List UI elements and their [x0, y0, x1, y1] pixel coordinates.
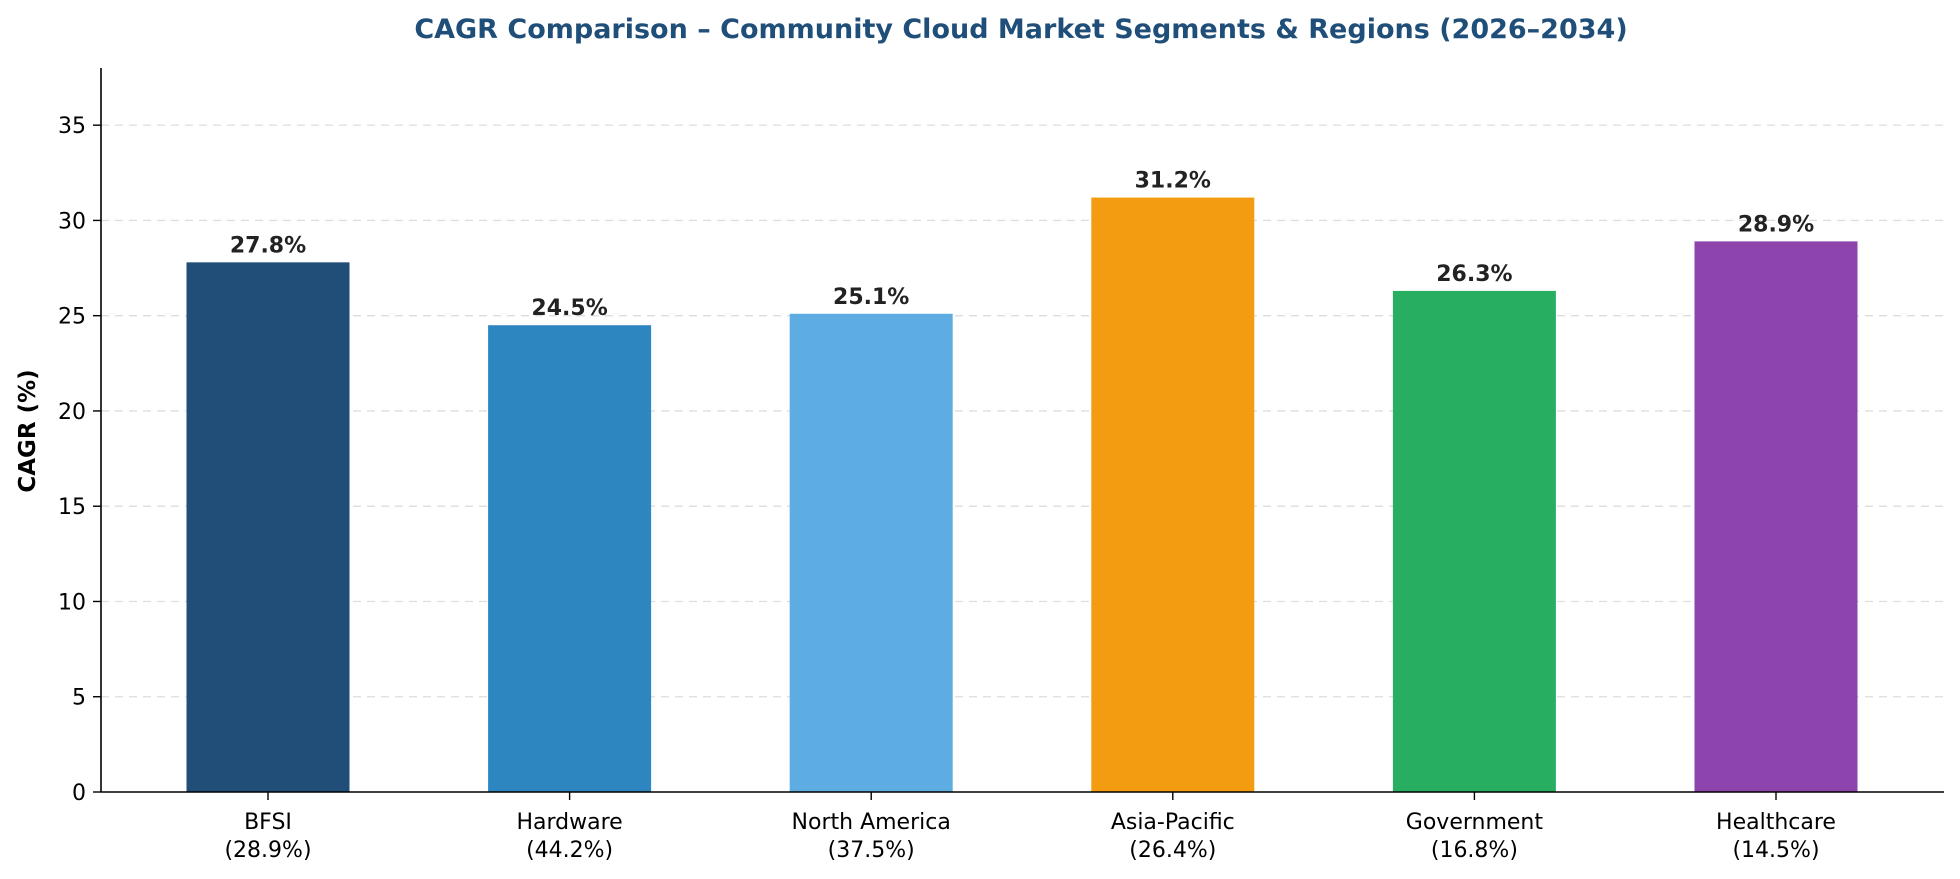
- bar: [488, 325, 652, 792]
- y-tick-label: 0: [72, 781, 86, 806]
- x-tick-share-label: (28.9%): [224, 838, 311, 863]
- y-tick-label: 15: [58, 495, 86, 520]
- x-tick-label: Hardware: [516, 810, 622, 835]
- y-tick-label: 30: [58, 209, 86, 234]
- grid-lines: [101, 124, 1944, 698]
- bar-value-label: 28.9%: [1738, 212, 1814, 237]
- y-tick-label: 20: [58, 400, 86, 425]
- y-tick-label: 35: [58, 114, 86, 139]
- bar: [789, 313, 953, 792]
- x-ticks: BFSI (28.9%) Hardware (44.2%) North America (…: [224, 792, 1836, 863]
- x-tick-label: Asia-Pacific: [1111, 810, 1235, 835]
- x-tick-label: Government: [1406, 810, 1544, 835]
- bar-value-label: 27.8%: [230, 233, 306, 258]
- x-tick-share-label: (16.8%): [1431, 838, 1518, 863]
- bar: [1392, 290, 1556, 792]
- bar: [1091, 197, 1255, 793]
- bar-value-label: 24.5%: [531, 296, 607, 321]
- chart-title: CAGR Comparison – Community Cloud Market…: [414, 14, 1627, 45]
- y-ticks: 0 5 10 15 20 25 30 35: [58, 114, 101, 806]
- bars: [186, 197, 1858, 793]
- axes: [100, 68, 1944, 793]
- y-axis-label: CAGR (%): [15, 369, 41, 492]
- bar-value-labels: 27.8% 24.5% 25.1% 31.2% 26.3% 28.9%: [230, 169, 1814, 322]
- y-tick-label: 25: [58, 305, 86, 330]
- y-tick-label: 5: [72, 686, 86, 711]
- bar-value-label: 25.1%: [833, 285, 909, 310]
- x-tick-share-label: (14.5%): [1732, 838, 1819, 863]
- x-tick-share-label: (44.2%): [526, 838, 613, 863]
- y-tick-label: 10: [58, 590, 86, 615]
- bar: [186, 262, 350, 792]
- bar: [1694, 241, 1858, 792]
- x-tick-label: BFSI: [244, 810, 292, 835]
- x-tick-share-label: (37.5%): [828, 838, 915, 863]
- bar-value-label: 26.3%: [1436, 262, 1512, 287]
- x-tick-share-label: (26.4%): [1129, 838, 1216, 863]
- x-tick-label: North America: [792, 810, 951, 835]
- bar-value-label: 31.2%: [1135, 169, 1211, 194]
- x-tick-label: Healthcare: [1716, 810, 1836, 835]
